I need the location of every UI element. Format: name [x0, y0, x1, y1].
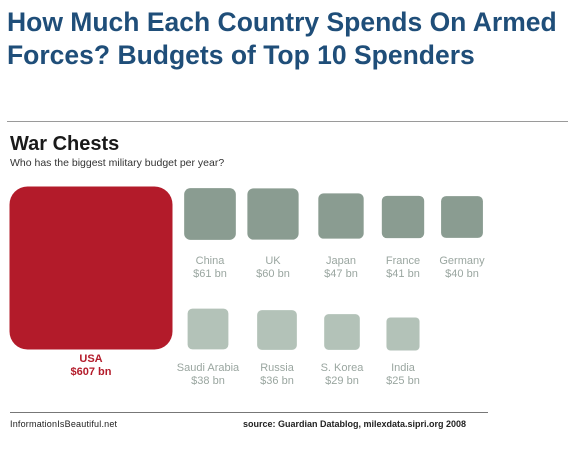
bubble-china	[184, 188, 236, 240]
bubble-s-korea	[324, 314, 360, 350]
label-country-usa: USA	[79, 353, 102, 365]
label-value-india: $25 bn	[386, 375, 420, 387]
credit-text: InformationIsBeautiful.net	[10, 419, 118, 429]
label-country-uk: UK	[265, 255, 281, 267]
label-value-uk: $60 bn	[256, 268, 290, 280]
label-value-saudi-arabia: $38 bn	[191, 375, 225, 387]
bubble-uk	[247, 188, 299, 240]
title-divider	[7, 121, 568, 122]
bubble-japan	[318, 193, 364, 239]
bubble-russia	[257, 310, 297, 350]
bubble-usa	[9, 186, 173, 350]
label-value-japan: $47 bn	[324, 268, 358, 280]
label-value-usa: $607 bn	[71, 366, 112, 378]
label-country-japan: Japan	[326, 255, 356, 267]
label-value-germany: $40 bn	[445, 268, 479, 280]
source-text: source: Guardian Datablog, milexdata.sip…	[243, 419, 467, 429]
label-country-china: China	[196, 255, 226, 267]
label-country-russia: Russia	[260, 362, 295, 374]
bubble-germany	[441, 196, 483, 238]
page-title: How Much Each Country Spends On Armed Fo…	[7, 7, 557, 70]
bubble-saudi-arabia	[187, 308, 229, 350]
label-value-s-korea: $29 bn	[325, 375, 359, 387]
label-country-india: India	[391, 362, 416, 374]
label-country-germany: Germany	[439, 255, 485, 267]
label-country-france: France	[386, 255, 420, 267]
bubble-france	[381, 195, 425, 239]
label-value-france: $41 bn	[386, 268, 420, 280]
bubble-india	[386, 317, 420, 351]
chart-title: War Chests	[10, 133, 120, 155]
chart-subtitle: Who has the biggest military budget per …	[10, 157, 225, 169]
label-value-china: $61 bn	[193, 268, 227, 280]
label-country-saudi-arabia: Saudi Arabia	[177, 362, 240, 374]
label-value-russia: $36 bn	[260, 375, 294, 387]
footer-divider	[10, 412, 488, 413]
label-country-s-korea: S. Korea	[321, 362, 365, 374]
